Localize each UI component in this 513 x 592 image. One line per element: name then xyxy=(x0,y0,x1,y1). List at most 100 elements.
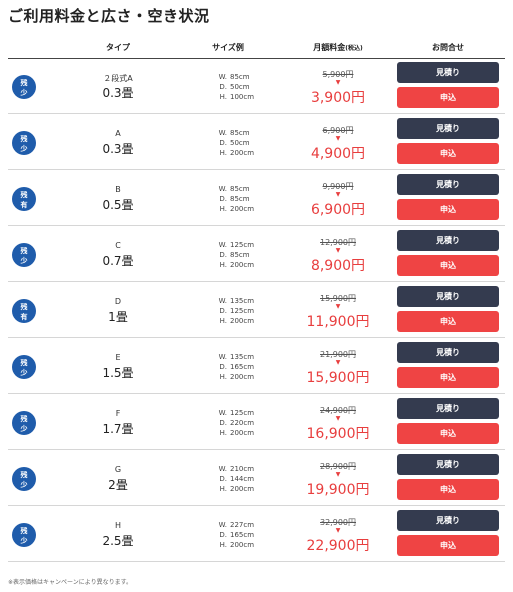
width-value: 135cm xyxy=(230,297,255,305)
campaign-price: 11,900円 xyxy=(306,314,370,330)
dimensions: W. 85cm D. 85cm H. 200cm xyxy=(218,185,255,213)
table-row: 残少 G 2畳 W. 210cm D. 144cm H. 200cm 28,900円 … xyxy=(8,450,505,506)
width-value: 125cm xyxy=(230,241,255,249)
unit-type-code: E xyxy=(115,353,121,362)
unit-size: 0.3畳 xyxy=(102,86,134,100)
availability-badge: 残少 xyxy=(12,75,36,99)
campaign-price: 16,900円 xyxy=(306,426,370,442)
availability-badge: 残少 xyxy=(12,243,36,267)
dimensions: W. 125cm D. 220cm H. 200cm xyxy=(218,409,255,437)
quote-button[interactable]: 見積り xyxy=(397,398,499,419)
availability-badge: 残少 xyxy=(12,523,36,547)
apply-button[interactable]: 申込 xyxy=(397,479,499,500)
header-contact: お問合せ xyxy=(432,43,464,52)
width-value: 85cm xyxy=(230,129,250,137)
availability-badge: 残少 xyxy=(12,411,36,435)
price-down-arrow-icon: ▼ xyxy=(335,191,341,198)
quote-button[interactable]: 見積り xyxy=(397,510,499,531)
availability-badge: 残少 xyxy=(12,355,36,379)
apply-button[interactable]: 申込 xyxy=(397,255,499,276)
apply-button[interactable]: 申込 xyxy=(397,87,499,108)
table-row: 残少 H 2.5畳 W. 227cm D. 165cm H. 200cm 32,900… xyxy=(8,506,505,562)
quote-button[interactable]: 見積り xyxy=(397,118,499,139)
price-down-arrow-icon: ▼ xyxy=(335,471,341,478)
table-row: 残少 E 1.5畳 W. 135cm D. 165cm H. 200cm 21,900… xyxy=(8,338,505,394)
apply-button[interactable]: 申込 xyxy=(397,535,499,556)
quote-button[interactable]: 見積り xyxy=(397,286,499,307)
availability-badge: 残少 xyxy=(12,131,36,155)
header-price-label: 月額料金 xyxy=(313,43,346,52)
height-value: 200cm xyxy=(230,261,255,269)
regular-price: 15,900円 xyxy=(320,294,356,303)
header-tax-label: (税込) xyxy=(345,45,363,52)
dimensions: W. 210cm D. 144cm H. 200cm xyxy=(218,465,255,493)
price-down-arrow-icon: ▼ xyxy=(335,79,341,86)
campaign-price: 8,900円 xyxy=(310,258,366,274)
availability-badge: 残有 xyxy=(12,187,36,211)
availability-badge: 残少 xyxy=(12,467,36,491)
campaign-price: 3,900円 xyxy=(310,90,366,106)
dimensions: W. 85cm D. 50cm H. 200cm xyxy=(218,129,255,157)
regular-price: 28,900円 xyxy=(320,462,356,471)
unit-size: 2.5畳 xyxy=(102,534,134,548)
unit-type-code: C xyxy=(115,241,121,250)
unit-size: 1.7畳 xyxy=(102,422,134,436)
width-value: 135cm xyxy=(230,353,255,361)
height-value: 200cm xyxy=(230,373,255,381)
campaign-price: 15,900円 xyxy=(306,370,370,386)
table-row: 残少 A 0.3畳 W. 85cm D. 50cm H. 200cm 6,900円 ▼… xyxy=(8,114,505,170)
apply-button[interactable]: 申込 xyxy=(397,199,499,220)
price-down-arrow-icon: ▼ xyxy=(335,359,341,366)
height-value: 200cm xyxy=(230,317,255,325)
campaign-price: 22,900円 xyxy=(306,538,370,554)
height-value: 200cm xyxy=(230,485,255,493)
table-row: 残少 ２段式A 0.3畳 W. 85cm D. 50cm H. 100cm 5,900… xyxy=(8,58,505,114)
depth-value: 85cm xyxy=(230,251,250,259)
campaign-price: 6,900円 xyxy=(310,202,366,218)
height-value: 200cm xyxy=(230,149,255,157)
campaign-price: 4,900円 xyxy=(310,146,366,162)
apply-button[interactable]: 申込 xyxy=(397,311,499,332)
table-row: 残有 B 0.5畳 W. 85cm D. 85cm H. 200cm 9,900円 ▼… xyxy=(8,170,505,226)
depth-value: 220cm xyxy=(230,419,255,427)
regular-price: 24,900円 xyxy=(320,406,356,415)
unit-type-code: D xyxy=(114,297,122,306)
price-down-arrow-icon: ▼ xyxy=(335,303,341,310)
depth-value: 165cm xyxy=(230,363,255,371)
quote-button[interactable]: 見積り xyxy=(397,174,499,195)
height-value: 200cm xyxy=(230,541,255,549)
width-value: 210cm xyxy=(230,465,255,473)
page-title: ご利用料金と広さ・空き状況 xyxy=(8,7,210,25)
quote-button[interactable]: 見積り xyxy=(397,454,499,475)
unit-size: 2畳 xyxy=(108,478,128,492)
regular-price: 6,900円 xyxy=(322,126,354,135)
regular-price: 5,900円 xyxy=(322,70,354,79)
unit-size: 0.7畳 xyxy=(102,254,134,268)
unit-size: 1.5畳 xyxy=(102,366,134,380)
regular-price: 21,900円 xyxy=(320,350,356,359)
depth-value: 165cm xyxy=(230,531,255,539)
unit-size: 0.3畳 xyxy=(102,142,134,156)
price-down-arrow-icon: ▼ xyxy=(335,527,341,534)
dimensions: W. 125cm D. 85cm H. 200cm xyxy=(218,241,255,269)
width-value: 125cm xyxy=(230,409,255,417)
quote-button[interactable]: 見積り xyxy=(397,342,499,363)
unit-type-code: F xyxy=(115,409,121,418)
unit-type-code: B xyxy=(115,185,121,194)
apply-button[interactable]: 申込 xyxy=(397,423,499,444)
table-header: タイプ サイズ例 月額料金(税込) お問合せ xyxy=(8,36,505,59)
unit-type-code: A xyxy=(115,129,121,138)
unit-size: 0.5畳 xyxy=(102,198,134,212)
dimensions: W. 227cm D. 165cm H. 200cm xyxy=(218,521,255,549)
apply-button[interactable]: 申込 xyxy=(397,143,499,164)
dimensions: W. 85cm D. 50cm H. 100cm xyxy=(218,73,255,101)
apply-button[interactable]: 申込 xyxy=(397,367,499,388)
quote-button[interactable]: 見積り xyxy=(397,62,499,83)
quote-button[interactable]: 見積り xyxy=(397,230,499,251)
width-value: 85cm xyxy=(230,185,250,193)
depth-value: 144cm xyxy=(230,475,255,483)
depth-value: 50cm xyxy=(230,83,250,91)
header-size: サイズ例 xyxy=(212,43,244,52)
footnote: ※表示価格はキャンペーンにより異なります。 xyxy=(8,579,133,586)
plan-table: 残少 ２段式A 0.3畳 W. 85cm D. 50cm H. 100cm 5,900… xyxy=(8,58,505,562)
